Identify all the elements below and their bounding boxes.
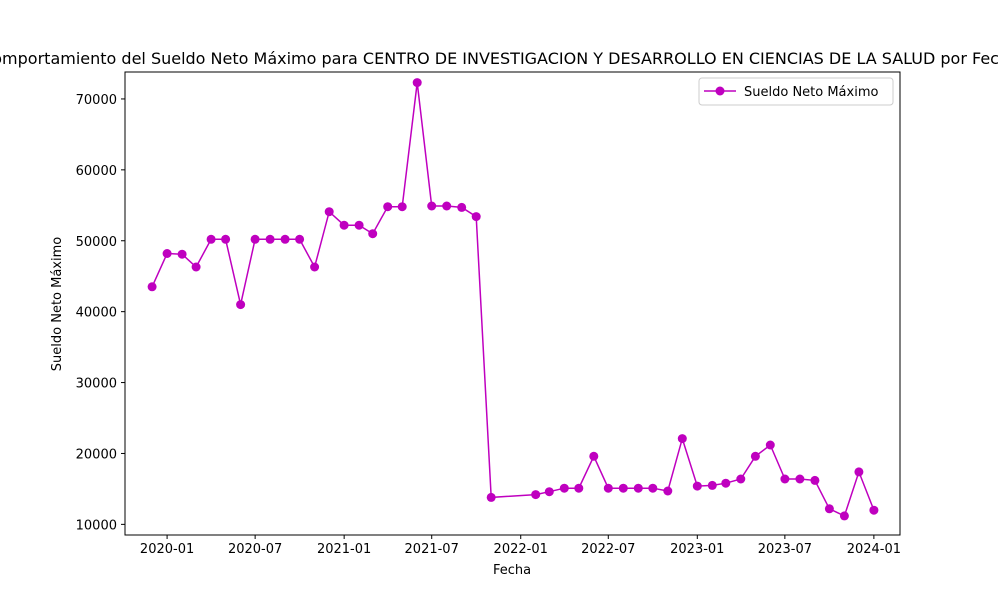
data-point (633, 483, 643, 493)
data-point (618, 483, 628, 493)
series-line-sueldo-neto-maximo (151, 82, 875, 517)
x-tick-label: 2021-01 (317, 542, 371, 557)
y-tick-label: 50000 (76, 235, 117, 250)
data-point (427, 201, 437, 211)
series-points (147, 78, 879, 521)
data-point (854, 467, 864, 477)
data-point (162, 249, 172, 258)
x-tick-label: 2023-01 (670, 542, 724, 557)
x-axis-label: Fecha (493, 563, 531, 578)
data-point (383, 202, 393, 212)
data-point (295, 234, 305, 244)
x-tick-label: 2021-07 (405, 542, 459, 557)
data-point (589, 451, 599, 461)
legend-marker-swatch (715, 86, 725, 96)
data-point (324, 207, 334, 217)
data-point (824, 504, 834, 514)
data-point (810, 475, 820, 485)
y-tick-label: 70000 (76, 93, 117, 108)
data-point (677, 434, 687, 444)
data-point (339, 220, 349, 230)
data-point (147, 282, 157, 292)
data-point (442, 201, 452, 211)
data-point (486, 492, 496, 502)
y-tick-label: 40000 (76, 306, 117, 321)
data-point (221, 234, 231, 244)
plot-area-frame (124, 71, 901, 536)
y-tick-label: 60000 (76, 164, 117, 179)
data-point (663, 486, 673, 496)
data-point (457, 202, 467, 212)
legend: Sueldo Neto Máximo (698, 77, 894, 106)
data-point (839, 511, 849, 521)
data-point (795, 474, 805, 484)
data-point (750, 451, 760, 461)
data-point (236, 300, 246, 310)
data-point (736, 474, 746, 484)
x-tick-label: 2020-07 (228, 542, 282, 557)
data-point (177, 249, 187, 259)
data-point (559, 483, 569, 493)
data-point (280, 234, 290, 244)
data-point (531, 490, 541, 500)
data-point (765, 440, 775, 450)
y-axis: 10000 20000 30000 40000 50000 60000 70000 (76, 93, 125, 533)
legend-box (698, 77, 894, 106)
legend-label: Sueldo Neto Máximo (744, 85, 878, 100)
data-point (869, 505, 879, 515)
data-point (412, 78, 422, 88)
data-point (265, 234, 275, 244)
y-axis-label: Sueldo Neto Máximo (50, 237, 65, 371)
data-point (368, 229, 378, 239)
data-point (250, 234, 260, 244)
data-point (648, 483, 658, 493)
data-point (780, 474, 790, 484)
data-point (544, 487, 554, 497)
x-tick-label: 2023-07 (758, 542, 812, 557)
data-point (310, 262, 320, 272)
data-point (206, 234, 216, 244)
y-tick-label: 20000 (76, 447, 117, 462)
data-point (692, 481, 702, 491)
x-tick-label: 2022-07 (581, 542, 635, 557)
data-point (397, 202, 407, 212)
x-tick-label: 2024-01 (847, 542, 901, 557)
data-point (707, 480, 717, 490)
data-point (354, 220, 364, 230)
data-point (191, 262, 201, 272)
x-axis: 2020-01 2020-07 2021-01 2021-07 2022-01 2022-… (140, 535, 901, 557)
y-tick-label: 30000 (76, 377, 117, 392)
data-point (471, 212, 481, 222)
x-tick-label: 2020-01 (140, 542, 194, 557)
chart-title: Comportamiento del Sueldo Neto Máximo pa… (0, 49, 1000, 68)
data-point (721, 478, 731, 488)
data-point (603, 483, 613, 493)
data-point (574, 483, 584, 493)
x-tick-label: 2022-01 (494, 542, 548, 557)
y-tick-label: 10000 (76, 518, 117, 533)
